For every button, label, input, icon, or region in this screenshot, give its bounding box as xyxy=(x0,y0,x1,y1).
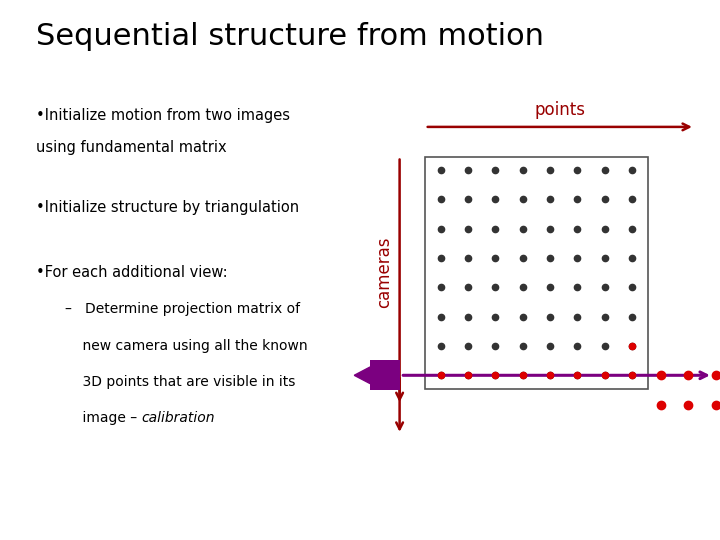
Text: new camera using all the known: new camera using all the known xyxy=(65,339,307,353)
Text: calibration: calibration xyxy=(141,411,215,425)
Text: 3D points that are visible in its: 3D points that are visible in its xyxy=(65,375,295,389)
Text: •Initialize structure by triangulation: •Initialize structure by triangulation xyxy=(36,200,299,215)
Text: •For each additional view:: •For each additional view: xyxy=(36,265,228,280)
Text: •Initialize motion from two images: •Initialize motion from two images xyxy=(36,108,290,123)
Text: –   Determine projection matrix of: – Determine projection matrix of xyxy=(65,302,300,316)
Text: Sequential structure from motion: Sequential structure from motion xyxy=(36,22,544,51)
Bar xyxy=(370,361,400,390)
Text: points: points xyxy=(534,101,585,119)
Text: using fundamental matrix: using fundamental matrix xyxy=(36,140,227,156)
Text: image –: image – xyxy=(65,411,141,425)
Text: cameras: cameras xyxy=(374,237,392,308)
Polygon shape xyxy=(354,367,370,383)
Bar xyxy=(425,157,648,389)
